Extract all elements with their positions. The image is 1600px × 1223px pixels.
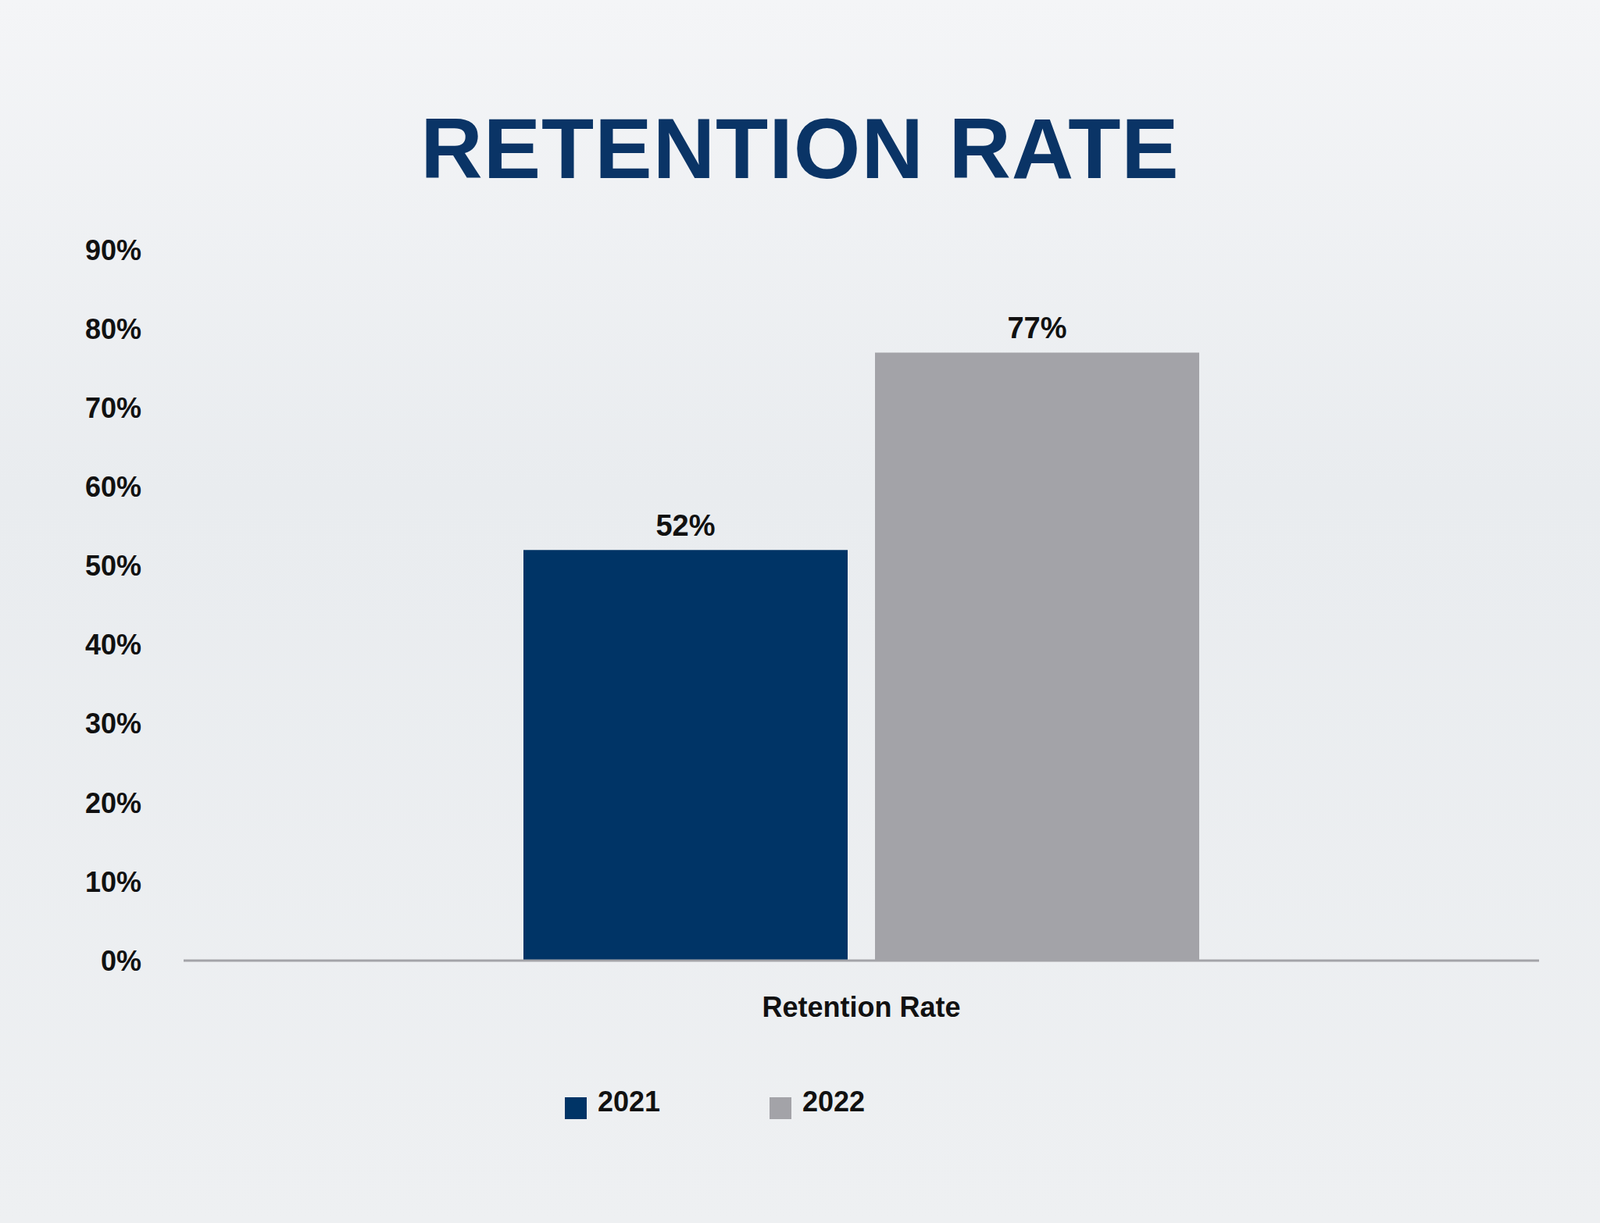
svg-text:30%: 30% xyxy=(85,707,142,740)
svg-text:60%: 60% xyxy=(85,471,142,504)
svg-text:0%: 0% xyxy=(100,945,142,978)
html-text:2021: 2021 xyxy=(597,1085,661,1118)
svg-text:50%: 50% xyxy=(85,550,142,583)
svg-text:40%: 40% xyxy=(85,628,142,661)
svg-text:70%: 70% xyxy=(85,392,142,425)
svg-text:90%: 90% xyxy=(85,234,142,267)
svg-text:80%: 80% xyxy=(85,313,142,346)
svg-text:Retention Rate: Retention Rate xyxy=(761,991,961,1024)
svg-text:52%: 52% xyxy=(655,509,715,543)
html-text:2022: 2022 xyxy=(802,1085,865,1118)
svg-text:77%: 77% xyxy=(1007,311,1067,345)
svg-text:10%: 10% xyxy=(85,866,142,899)
html-text:RETENTION RATE: RETENTION RATE xyxy=(420,100,1180,197)
svg-text:20%: 20% xyxy=(85,787,142,820)
